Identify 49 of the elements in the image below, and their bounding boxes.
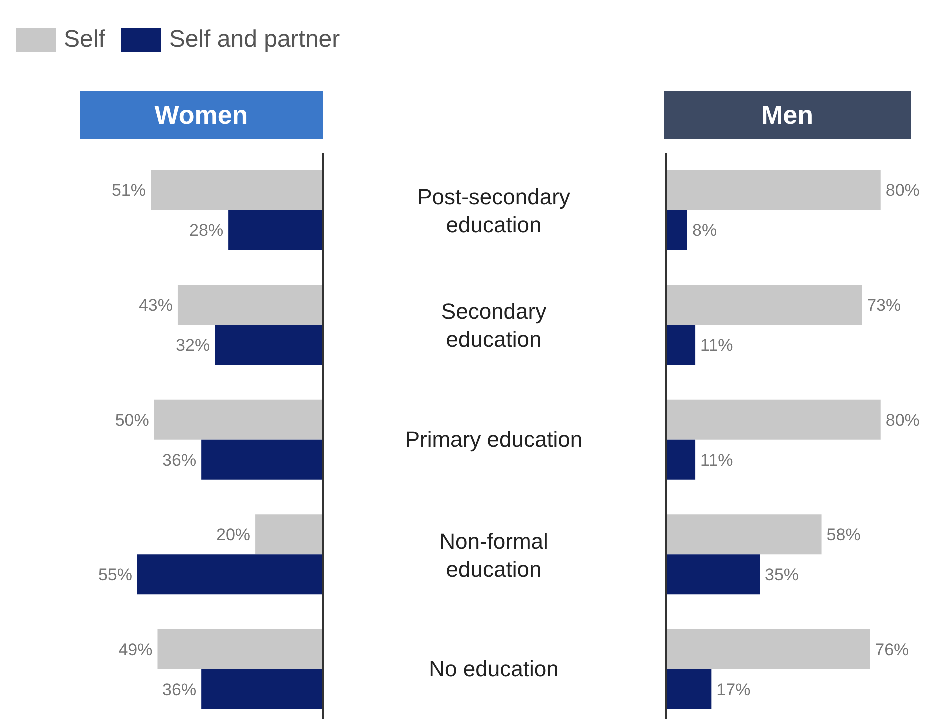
- y-tick-label: No education: [429, 656, 559, 682]
- data-label: 36%: [162, 450, 197, 470]
- y-tick-label: Primary education: [405, 427, 583, 452]
- bar: [256, 514, 323, 555]
- bar: [666, 669, 712, 710]
- chart-title: Women: [80, 91, 323, 139]
- chart-title: Men: [664, 91, 911, 139]
- bar: [215, 325, 323, 366]
- bar: [154, 400, 323, 440]
- data-label: 49%: [118, 640, 153, 660]
- legend-label: Self and partner: [169, 26, 340, 54]
- bar: [666, 325, 696, 366]
- y-tick-label: Post-secondary education: [418, 184, 570, 238]
- data-label: 20%: [216, 526, 251, 545]
- data-label: 58%: [826, 526, 861, 545]
- bar: [666, 629, 870, 670]
- y-tick-label: Non-formal education: [440, 528, 548, 582]
- data-label: 55%: [98, 566, 133, 585]
- bar: [666, 285, 862, 326]
- bar: [666, 514, 822, 555]
- bar: [666, 554, 760, 595]
- data-label: 50%: [115, 410, 150, 430]
- bar: [178, 285, 323, 326]
- data-label: 51%: [112, 181, 146, 200]
- data-label: 28%: [190, 221, 224, 240]
- data-label: 32%: [176, 336, 210, 356]
- bar: [202, 669, 323, 710]
- bar: [202, 440, 323, 480]
- bar: [150, 170, 323, 210]
- data-label: 80%: [886, 181, 920, 200]
- y-tick-label: Secondary education: [441, 299, 547, 352]
- data-label: 76%: [875, 640, 910, 660]
- bar: [666, 400, 881, 440]
- data-label: 43%: [138, 296, 173, 316]
- data-label: 35%: [765, 566, 800, 585]
- bar: [228, 210, 323, 250]
- data-label: 73%: [867, 296, 902, 316]
- data-label: 8%: [692, 221, 718, 240]
- data-label: 11%: [700, 450, 734, 470]
- bar: [666, 440, 696, 480]
- bar: [138, 554, 323, 595]
- data-label: 36%: [162, 680, 197, 700]
- legend-label: Self: [64, 26, 106, 54]
- data-label: 80%: [886, 410, 920, 430]
- bar: [666, 170, 881, 210]
- data-label: 11%: [700, 336, 734, 356]
- bar: [158, 629, 323, 670]
- bar: [666, 210, 688, 250]
- data-label: 17%: [716, 680, 751, 700]
